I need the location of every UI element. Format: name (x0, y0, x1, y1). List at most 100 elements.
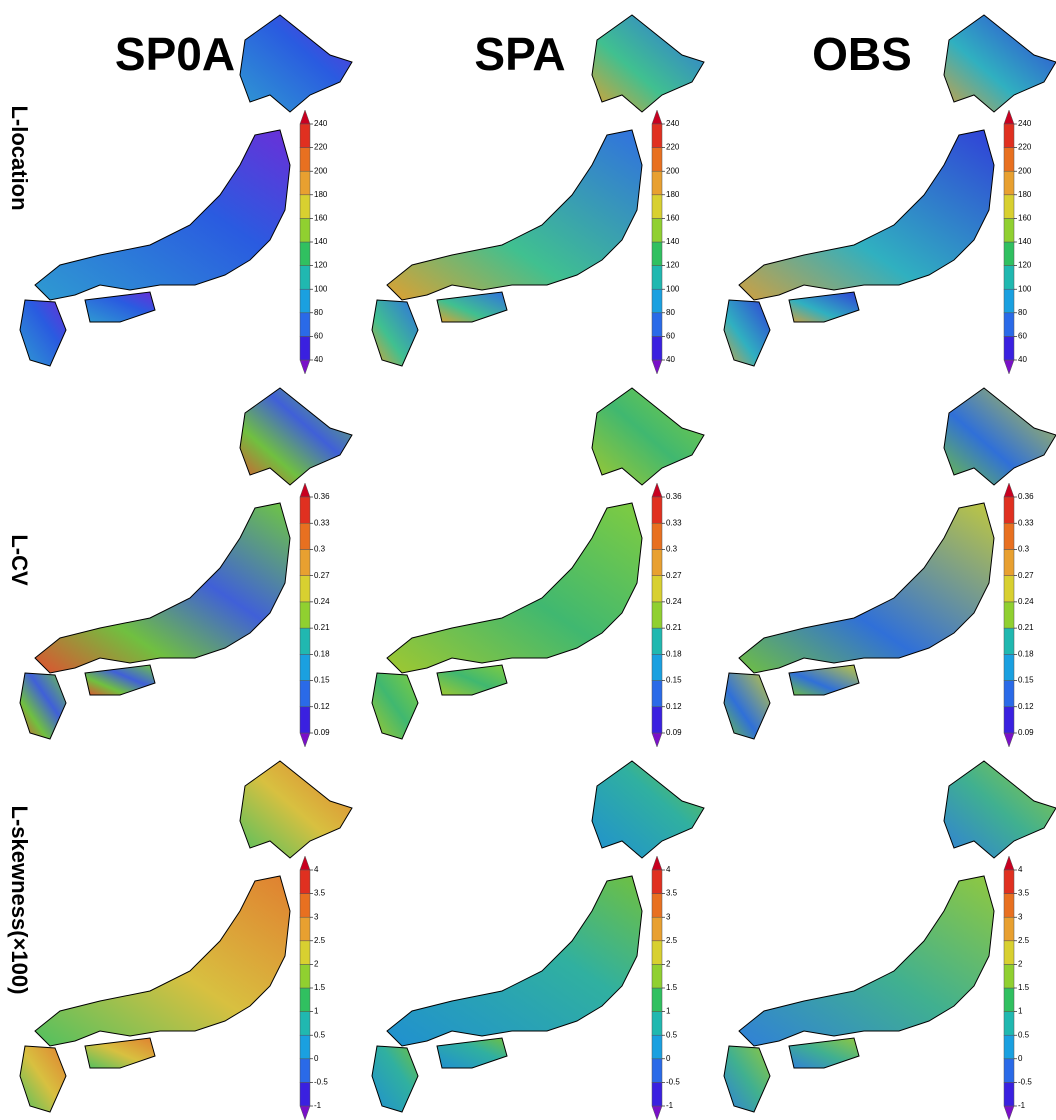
colorbar-label: 200 (314, 166, 328, 175)
colorbar-segment (299, 964, 311, 989)
colorbar-segment (651, 170, 663, 196)
colorbar-label: 3 (666, 912, 671, 921)
colorbar-label: 60 (314, 332, 323, 341)
colorbar-segment (299, 654, 311, 681)
colorbar-segment (651, 987, 663, 1012)
colorbar-segment (651, 336, 663, 361)
colorbar-segment (1003, 680, 1015, 708)
colorbar-label: 60 (1018, 332, 1027, 341)
colorbar-segment (299, 987, 311, 1012)
colorbar-label: 0.27 (314, 571, 330, 580)
colorbar-segment (651, 627, 663, 655)
colorbar-segment (1003, 549, 1015, 576)
colorbar-segment (651, 194, 663, 219)
colorbar-arrow (1003, 1105, 1015, 1120)
colorbar-label: -1 (666, 1101, 674, 1110)
colorbar-label: 0.5 (314, 1030, 326, 1039)
colorbar-segment (299, 940, 311, 965)
colorbar-label: 1.5 (314, 983, 326, 992)
colorbar-segment (1003, 916, 1015, 942)
colorbar-label: 4 (314, 865, 319, 874)
colorbar-segment (299, 601, 311, 629)
colorbar-label: 0.33 (314, 518, 330, 527)
colorbar-label: 0.18 (1018, 649, 1034, 658)
colorbar-label: -0.5 (666, 1078, 680, 1087)
colorbar-segment (299, 1034, 311, 1060)
colorbar-segment (299, 680, 311, 708)
colorbar-label: 0.33 (1018, 518, 1034, 527)
colorbar-label: 240 (1018, 119, 1032, 128)
colorbar-segment (1003, 288, 1015, 314)
colorbar-label: 220 (1018, 143, 1032, 152)
colorbar-label: 0.3 (1018, 545, 1030, 554)
colorbar-label: 0.12 (1018, 702, 1034, 711)
colorbar-label: 3.5 (666, 889, 678, 898)
colorbar-label: 180 (1018, 190, 1032, 199)
colorbar-label: 0.3 (314, 545, 326, 554)
colorbar-label: 160 (666, 214, 680, 223)
row-label: L-skewness(×100) (7, 806, 32, 995)
colorbar-label: 0.24 (1018, 597, 1034, 606)
colorbar-label: 0.24 (314, 597, 330, 606)
colorbar-segment (299, 706, 311, 734)
colorbar-label: 0 (1018, 1054, 1023, 1063)
colorbar-label: 0 (666, 1054, 671, 1063)
column-title: SP0A (115, 28, 235, 80)
colorbar-label: 1 (1018, 1007, 1023, 1016)
colorbar-label: 0.18 (314, 649, 330, 658)
colorbar-segment (651, 241, 663, 266)
colorbar-segment (1003, 241, 1015, 266)
colorbar-label: 220 (666, 143, 680, 152)
colorbar-label: 2.5 (666, 936, 678, 945)
colorbar-label: 0.27 (1018, 571, 1034, 580)
row-label: L-location (7, 105, 32, 210)
colorbar-label: -1 (314, 1101, 322, 1110)
row-label: L-CV (7, 534, 32, 586)
colorbar-label: 1.5 (666, 983, 678, 992)
colorbar-label: 0.36 (314, 492, 330, 501)
colorbar-label: 0.12 (666, 702, 682, 711)
colorbar-segment (1003, 627, 1015, 655)
colorbar-label: 120 (314, 261, 328, 270)
colorbar-label: 240 (314, 119, 328, 128)
colorbar-label: 140 (666, 237, 680, 246)
colorbar-label: 3 (1018, 912, 1023, 921)
colorbar-label: 160 (1018, 214, 1032, 223)
colorbar-segment (1003, 893, 1015, 918)
colorbar-label: 2 (314, 960, 319, 969)
colorbar-label: 1.5 (1018, 983, 1030, 992)
colorbar-arrow (651, 109, 663, 125)
colorbar-arrow (651, 1105, 663, 1120)
colorbar-segment (299, 893, 311, 918)
colorbar-label: 120 (1018, 261, 1032, 270)
colorbar-label: 3.5 (1018, 889, 1030, 898)
colorbar-segment (299, 312, 311, 337)
colorbar-segment (1003, 170, 1015, 196)
colorbar-label: 0 (314, 1054, 319, 1063)
colorbar-segment (651, 496, 663, 524)
colorbar-segment (651, 312, 663, 337)
colorbar-label: 0.21 (314, 623, 330, 632)
colorbar-arrow (651, 855, 663, 871)
colorbar-segment (1003, 869, 1015, 894)
colorbar-label: 0.09 (314, 728, 330, 737)
colorbar-label: 2 (1018, 960, 1023, 969)
colorbar-label: 0.09 (1018, 728, 1034, 737)
colorbar-segment (1003, 601, 1015, 629)
colorbar-segment (651, 265, 663, 290)
colorbar-segment (299, 916, 311, 942)
colorbar-arrow (651, 482, 663, 498)
colorbar-segment (299, 194, 311, 219)
colorbar-segment (299, 1058, 311, 1083)
colorbar-arrow (1003, 109, 1015, 125)
column-title: SPA (474, 28, 565, 80)
colorbar-label: 180 (666, 190, 680, 199)
colorbar-segment (651, 522, 663, 550)
colorbar-segment (1003, 964, 1015, 989)
colorbar-arrow (1003, 855, 1015, 871)
colorbar-label: -1 (1018, 1101, 1026, 1110)
colorbar-arrow (299, 855, 311, 871)
colorbar-segment (299, 1011, 311, 1036)
colorbar-segment (299, 1082, 311, 1107)
colorbar-label: 0.5 (1018, 1030, 1030, 1039)
